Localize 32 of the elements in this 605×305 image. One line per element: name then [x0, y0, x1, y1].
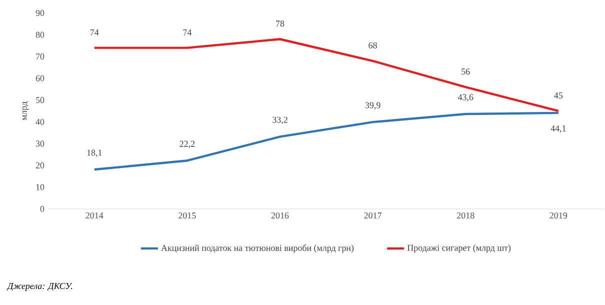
- data-label: 56: [462, 68, 470, 75]
- x-tick-label: 2019: [550, 212, 567, 219]
- data-label: 43,6: [458, 94, 474, 102]
- x-tick-label: 2017: [364, 212, 382, 219]
- y-tick-label: 40: [36, 118, 44, 125]
- x-tick-label: 2015: [178, 212, 196, 219]
- data-label: 74: [183, 29, 192, 36]
- x-tick-label: 2018: [457, 212, 474, 219]
- y-tick-label: 0: [40, 206, 44, 212]
- x-tick-label: 2016: [271, 212, 289, 219]
- legend-label: Продажі сигарет (млрд шт): [407, 244, 511, 253]
- x-tick-label: 2014: [86, 212, 104, 219]
- data-label: 45: [554, 92, 563, 98]
- data-label: 39,9: [365, 102, 380, 110]
- y-tick-label: 20: [36, 162, 44, 168]
- data-label: 78: [276, 20, 284, 27]
- data-label: 18,1: [87, 150, 102, 158]
- legend-label: Акцизний податок на тютюнові вироби (млрд грн): [161, 244, 354, 253]
- y-tick-label: 90: [36, 10, 44, 16]
- y-axis-title: млрд: [22, 102, 29, 120]
- text: Джерела: ДКСУ.: [6, 283, 72, 291]
- data-label: 33,2: [272, 116, 288, 124]
- y-tick-label: 50: [36, 97, 44, 104]
- data-label: 22,2: [180, 140, 195, 148]
- y-tick-label: 60: [36, 75, 44, 82]
- data-label: 74: [90, 29, 99, 36]
- data-label: 68: [368, 42, 377, 48]
- y-tick-label: 30: [36, 140, 44, 147]
- data-label: 44,1: [550, 125, 566, 133]
- y-tick-label: 70: [36, 54, 44, 60]
- y-tick-label: 80: [36, 32, 44, 38]
- y-tick-label: 10: [36, 184, 44, 190]
